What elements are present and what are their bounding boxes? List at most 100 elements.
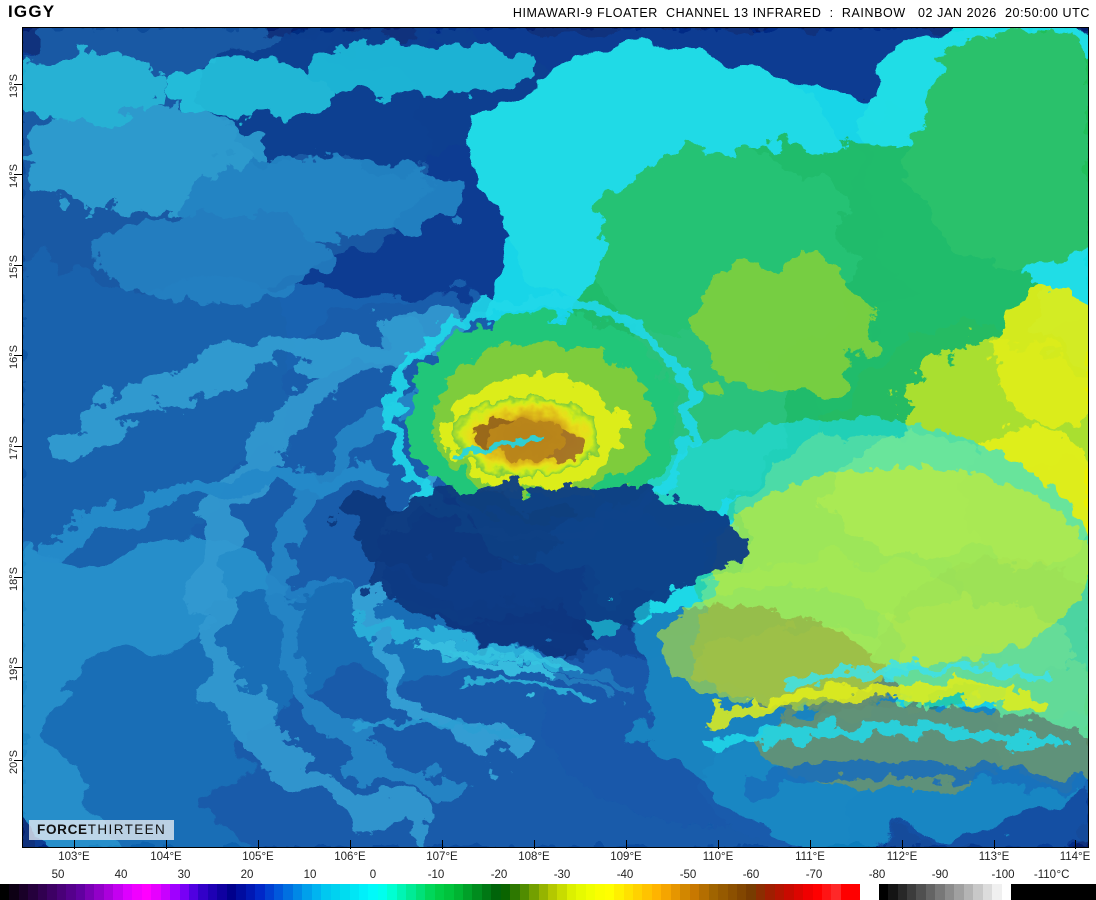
colorbar-swatch [188, 884, 199, 900]
colorbar-swatch [245, 884, 256, 900]
colorbar-swatch [1058, 884, 1069, 900]
temperature-colorbar [0, 884, 1096, 900]
colorbar-tick-label: 30 [177, 869, 191, 881]
colorbar-swatch [47, 884, 58, 900]
longitude-tick [902, 840, 903, 849]
colorbar-swatch [1048, 884, 1059, 900]
colorbar-swatch [75, 884, 86, 900]
colorbar-swatch [340, 884, 351, 900]
colorbar-tick-label: -50 [679, 869, 697, 881]
colorbar-swatch [718, 884, 729, 900]
colorbar-swatch [170, 884, 181, 900]
longitude-label: 104°E [150, 851, 182, 863]
colorbar-swatch [1067, 884, 1078, 900]
colorbar-swatch [982, 884, 993, 900]
colorbar-swatch [727, 884, 738, 900]
colorbar-swatch [651, 884, 662, 900]
colorbar-swatch [746, 884, 757, 900]
colorbar-swatch [1086, 884, 1096, 900]
satellite-image-panel[interactable]: FORCETHIRTEEN [22, 27, 1089, 848]
longitude-label: 110°E [702, 851, 734, 863]
colorbar-tick-label: 40 [114, 869, 128, 881]
colorbar-swatch [963, 884, 974, 900]
colorbar-swatch [434, 884, 445, 900]
colorbar-swatch [973, 884, 984, 900]
colorbar-swatch [935, 884, 946, 900]
colorbar-swatch [1010, 884, 1021, 900]
colorbar-tick-label: -20 [490, 869, 508, 881]
colorbar-swatch [604, 884, 615, 900]
colorbar-tick-labels: 50 40 30 20 10 0 -10 -20 -30 -40 -50 -60 -70 -80 -90 -1… [0, 869, 1096, 884]
colorbar-swatch [387, 884, 398, 900]
colorbar-swatch [925, 884, 936, 900]
colorbar-swatch [784, 884, 795, 900]
colorbar-swatch [897, 884, 908, 900]
colorbar-swatch [859, 884, 870, 900]
colorbar-swatch [680, 884, 691, 900]
longitude-label: 111°E [795, 851, 825, 863]
longitude-label: 108°E [518, 851, 550, 863]
colorbar-swatch [236, 884, 247, 900]
colorbar-swatch [1020, 884, 1031, 900]
longitude-label: 109°E [610, 851, 642, 863]
colorbar-swatch [831, 884, 842, 900]
colorbar-swatch [179, 884, 190, 900]
colorbar-tick-label: -80 [868, 869, 886, 881]
colorbar-swatch [103, 884, 114, 900]
longitude-label: 103°E [58, 851, 90, 863]
colorbar-tick-label: -30 [553, 869, 571, 881]
colorbar-swatch [274, 884, 285, 900]
latitude-tick [14, 667, 22, 668]
colorbar-swatch [1039, 884, 1050, 900]
colorbar-swatch [226, 884, 237, 900]
colorbar-swatch [359, 884, 370, 900]
colorbar-swatch [888, 884, 899, 900]
colorbar-swatch [151, 884, 162, 900]
colorbar-swatch [548, 884, 559, 900]
longitude-label: 114°E [1059, 851, 1091, 863]
longitude-tick [810, 840, 811, 849]
colorbar-swatch [141, 884, 152, 900]
colorbar-swatch [566, 884, 577, 900]
colorbar-tick-label: -100 [991, 869, 1015, 881]
latitude-tick [14, 446, 22, 447]
colorbar-tick-label: -60 [742, 869, 760, 881]
colorbar-tick-label: 50 [51, 869, 65, 881]
longitude-label: 113°E [978, 851, 1010, 863]
colorbar-swatch [736, 884, 747, 900]
colorbar-swatch [623, 884, 634, 900]
colorbar-swatch [878, 884, 889, 900]
colorbar-swatch [396, 884, 407, 900]
colorbar-swatch [415, 884, 426, 900]
colorbar-tick-label: -40 [616, 869, 634, 881]
colorbar-swatch [491, 884, 502, 900]
latitude-tick [14, 84, 22, 85]
colorbar-swatch [113, 884, 124, 900]
colorbar-swatch [472, 884, 483, 900]
colorbar-swatch [264, 884, 275, 900]
colorbar-swatch [642, 884, 653, 900]
colorbar-swatch [94, 884, 105, 900]
colorbar-swatch [840, 884, 851, 900]
colorbar-swatch [311, 884, 322, 900]
colorbar-swatch [207, 884, 218, 900]
colorbar-swatch [529, 884, 540, 900]
longitude-tick [258, 840, 259, 849]
colorbar-swatch [18, 884, 29, 900]
watermark-bold-text: FORCE [37, 822, 88, 837]
colorbar-swatch [519, 884, 530, 900]
colorbar-swatch [708, 884, 719, 900]
colorbar-swatch [992, 884, 1003, 900]
imagery-metadata: HIMAWARI-9 FLOATER CHANNEL 13 INFRARED :… [512, 6, 1090, 20]
colorbar-swatch [9, 884, 20, 900]
colorbar-swatch [944, 884, 955, 900]
colorbar-swatch [462, 884, 473, 900]
colorbar-swatch [585, 884, 596, 900]
latitude-tick [14, 265, 22, 266]
longitude-tick [166, 840, 167, 849]
colorbar-swatch [377, 884, 388, 900]
colorbar-swatch [37, 884, 48, 900]
latitude-tick [14, 174, 22, 175]
colorbar-swatch [500, 884, 511, 900]
colorbar-unit-label: °C [1056, 869, 1070, 881]
